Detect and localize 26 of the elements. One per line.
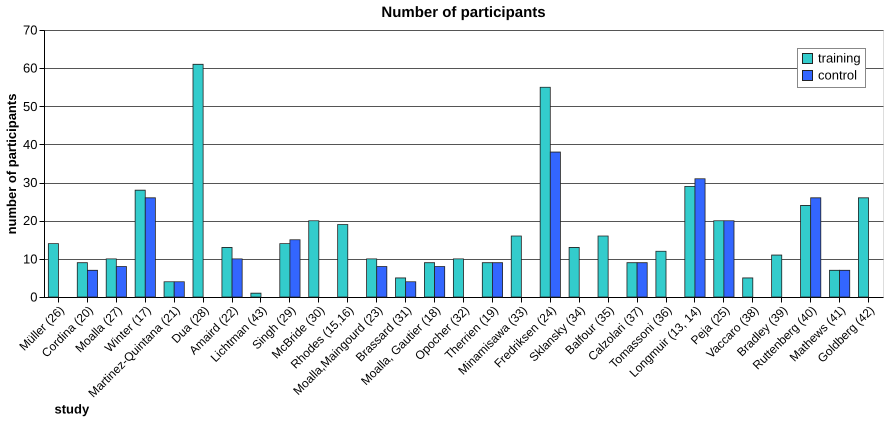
bar <box>771 254 782 298</box>
bar <box>337 224 348 298</box>
bar <box>742 278 754 298</box>
legend-label: control <box>818 68 858 82</box>
x-axis-title: study <box>54 402 90 417</box>
bar <box>308 220 320 298</box>
y-tick-label: 70 <box>23 22 38 38</box>
bar <box>192 64 204 298</box>
bar <box>48 243 59 298</box>
legend-label: training <box>818 50 861 66</box>
y-tick-label: 50 <box>23 98 38 114</box>
y-tick-label: 20 <box>23 213 38 228</box>
bar <box>655 250 666 298</box>
y-tick-label: 0 <box>30 290 38 304</box>
chart-title: Number of participants <box>381 4 546 21</box>
bar <box>250 292 262 298</box>
y-tick-label: 40 <box>23 136 38 152</box>
bar <box>510 236 522 298</box>
bar <box>598 236 609 298</box>
y-tick-label: 10 <box>23 251 38 266</box>
bar <box>568 247 580 298</box>
y-tick-label: 30 <box>23 175 38 190</box>
y-axis-title: number of participants <box>4 94 20 234</box>
y-tick-label: 60 <box>23 60 38 76</box>
bar <box>452 258 464 298</box>
bar <box>858 197 869 298</box>
